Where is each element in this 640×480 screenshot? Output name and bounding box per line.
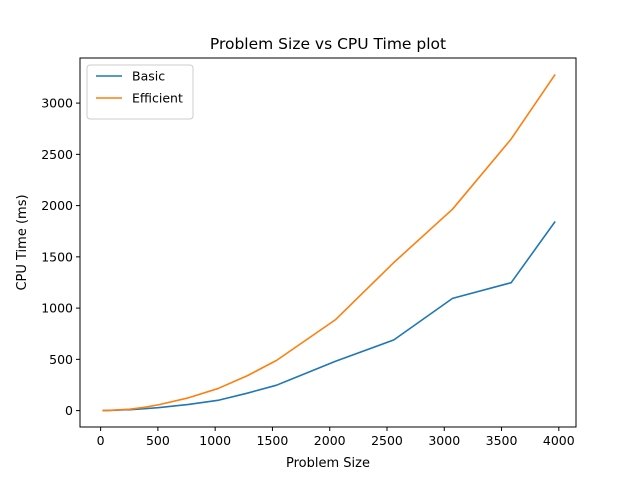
x-tick-label: 3000 [428, 433, 460, 448]
y-tick-label: 1500 [41, 249, 73, 264]
y-axis-title: CPU Time (ms) [15, 194, 30, 290]
x-tick-label: 4000 [543, 433, 575, 448]
legend-label: Basic [132, 69, 165, 84]
legend-box [86, 64, 194, 120]
y-tick-label: 1000 [41, 301, 73, 316]
x-tick-label: 1500 [257, 433, 289, 448]
y-tick-label: 500 [49, 352, 73, 367]
x-tick-label: 1000 [199, 433, 231, 448]
series-layer [102, 73, 556, 412]
plot-frame [79, 57, 577, 428]
legend: Basic Efficient [86, 64, 194, 120]
y-axis: 0 500 1000 1500 2000 2500 3000 [41, 96, 80, 418]
x-tick-label: 500 [146, 433, 170, 448]
legend-label: Efficient [132, 91, 183, 106]
x-tick-label: 0 [97, 433, 105, 448]
y-tick-label: 2500 [41, 147, 73, 162]
y-tick-label: 0 [65, 403, 73, 418]
x-tick-label: 3500 [486, 433, 518, 448]
x-tick-label: 2500 [371, 433, 403, 448]
x-axis-title: Problem Size [286, 456, 370, 471]
y-tick-label: 2000 [41, 198, 73, 213]
chart-title: Problem Size vs CPU Time plot [210, 35, 446, 53]
y-tick-label: 3000 [41, 96, 73, 111]
plot-area [79, 57, 577, 428]
x-tick-label: 2000 [314, 433, 346, 448]
series-line-efficient [102, 73, 556, 412]
x-axis: 0 500 1000 1500 2000 2500 3000 3500 4000 [97, 427, 575, 448]
